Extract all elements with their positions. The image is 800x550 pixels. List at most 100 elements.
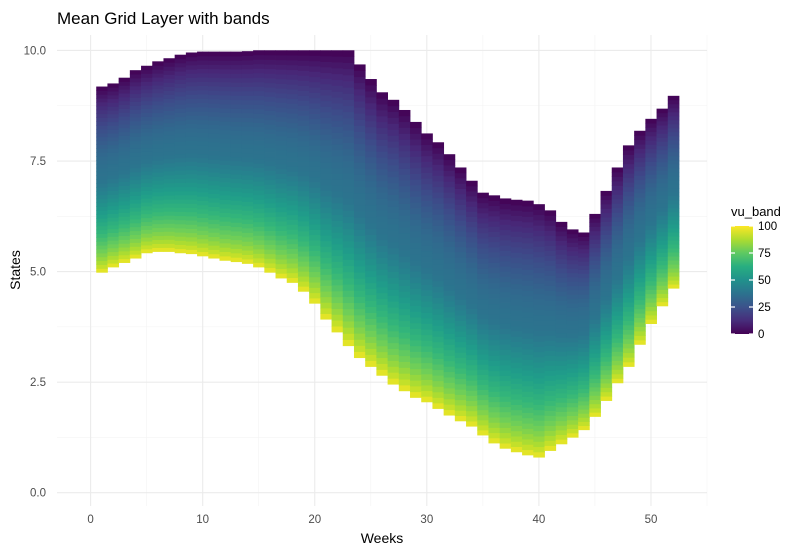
band-cell (297, 210, 310, 217)
band-cell (230, 121, 243, 127)
band-cell (421, 172, 433, 179)
band-cell (421, 133, 433, 140)
band-cell (443, 246, 456, 253)
band-cell (376, 310, 389, 317)
band-cell (208, 137, 220, 143)
band-cell (208, 60, 220, 65)
band-cell (320, 145, 332, 152)
band-cell (152, 73, 164, 78)
band-cell (96, 214, 108, 219)
band-cell (398, 156, 411, 164)
band-cell (566, 285, 579, 291)
band-cell (365, 114, 377, 122)
band-cell (342, 222, 355, 230)
band-cell (387, 200, 400, 207)
band-cell (275, 97, 288, 103)
band-cell (656, 273, 669, 278)
band-cell (477, 359, 489, 365)
band-cell (578, 363, 590, 369)
band-cell (286, 55, 299, 61)
band-cell (522, 439, 534, 445)
band-cell (522, 243, 534, 249)
x-tick-label: 0 (87, 514, 93, 526)
band-cell (398, 320, 411, 327)
band-cell (320, 285, 332, 292)
band-cell (309, 240, 321, 246)
band-cell (600, 252, 613, 257)
band-cell (533, 225, 545, 231)
band-cell (208, 202, 220, 207)
band-cell (118, 181, 131, 186)
band-cell (566, 290, 579, 295)
band-cell (622, 269, 635, 275)
band-cell (309, 297, 321, 304)
band-cell (152, 227, 164, 233)
band-cell (353, 302, 366, 310)
band-cell (309, 203, 321, 209)
band-cell (645, 229, 657, 235)
band-cell (275, 183, 288, 189)
band-cell (297, 105, 310, 111)
band-cell (522, 285, 534, 292)
band-cell (454, 325, 467, 332)
band-cell (185, 161, 198, 167)
band-cell (398, 379, 411, 386)
band-cell (510, 346, 523, 353)
band-cell (443, 377, 456, 383)
band-cell (297, 70, 310, 76)
band-cell (466, 262, 478, 269)
band-cell (410, 173, 422, 180)
band-cell (622, 278, 635, 284)
band-cell (387, 330, 400, 338)
band-cell (522, 359, 534, 366)
band-cell (141, 143, 153, 149)
band-cell (600, 374, 613, 380)
week-column (387, 99, 400, 385)
band-cell (533, 304, 545, 310)
band-cell (477, 419, 489, 426)
band-cell (667, 284, 680, 289)
band-cell (286, 147, 299, 153)
band-cell (499, 391, 512, 397)
band-cell (499, 349, 512, 356)
band-cell (667, 127, 680, 133)
band-cell (421, 262, 433, 269)
band-cell (600, 282, 613, 288)
band-cell (667, 228, 680, 233)
band-cell (544, 275, 557, 281)
band-cell (510, 273, 523, 279)
band-cell (219, 121, 232, 126)
band-cell (353, 94, 366, 102)
band-cell (634, 259, 646, 265)
band-cell (219, 195, 232, 200)
band-cell (477, 399, 489, 406)
band-cell (342, 130, 355, 137)
band-cell (488, 350, 501, 356)
band-cell (611, 176, 624, 182)
band-cell (96, 198, 108, 204)
band-cell (208, 64, 220, 70)
band-cell (578, 384, 590, 390)
band-cell (353, 180, 366, 188)
week-column (600, 190, 613, 401)
band-cell (443, 328, 456, 334)
band-cell (141, 237, 153, 242)
band-cell (421, 217, 433, 224)
band-cell (253, 77, 265, 83)
band-cell (387, 159, 400, 166)
week-column (163, 58, 176, 252)
band-cell (163, 195, 176, 200)
band-cell (286, 108, 299, 114)
band-cell (331, 138, 344, 145)
band-cell (488, 252, 501, 258)
band-cell (443, 219, 456, 226)
band-cell (185, 169, 198, 175)
band-cell (421, 222, 433, 229)
band-cell (600, 256, 613, 262)
band-cell (230, 147, 243, 153)
band-cell (533, 362, 545, 368)
band-cell (376, 92, 389, 99)
band-cell (129, 203, 142, 208)
band-cell (566, 246, 579, 252)
band-cell (152, 247, 164, 252)
